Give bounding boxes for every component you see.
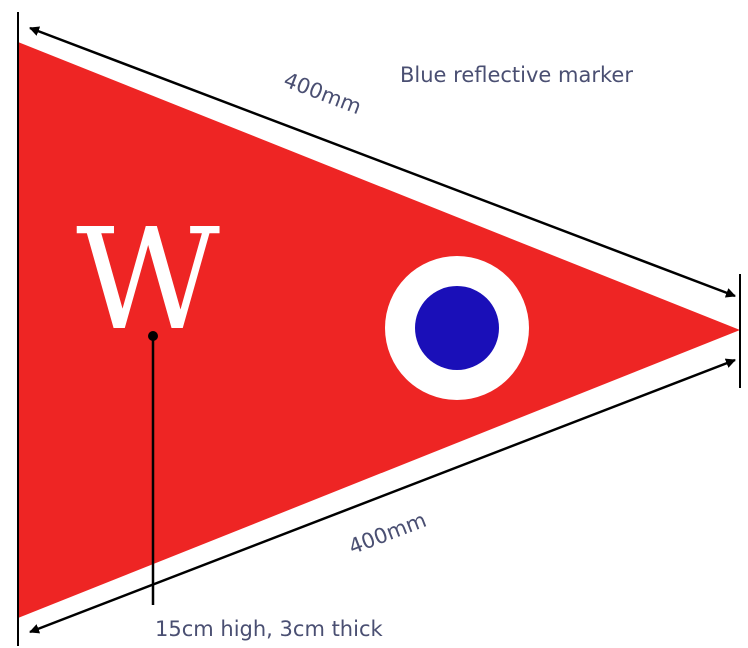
top-dimension-arrow [29,26,736,298]
letter-note: 15cm high, 3cm thick [155,617,383,641]
top-length-label: 400mm [280,68,364,119]
marker-label: Blue reflective marker [400,63,633,87]
bottom-dimension-arrow [29,358,736,634]
blue-marker [415,286,499,370]
bottom-length-label: 400mm [345,508,429,559]
letter-w: W [76,199,220,362]
